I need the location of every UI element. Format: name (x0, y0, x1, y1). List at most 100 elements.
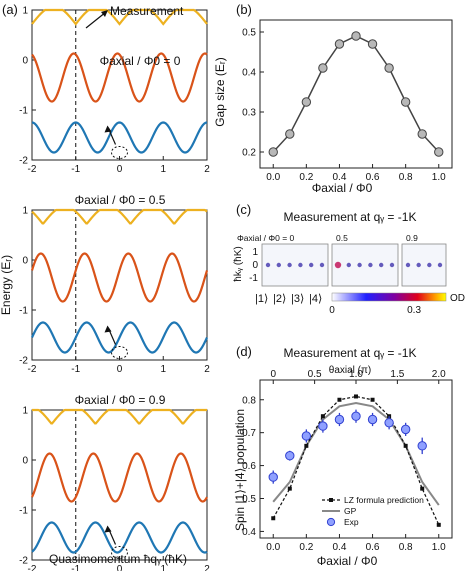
panel-c-ylabel: ħkᵧ (ħK) (233, 246, 244, 281)
atom-cloud-spot (334, 261, 342, 269)
y-tick-label: -1 (19, 306, 28, 317)
panel-b-xlabel: Φaxial / Φ0 (312, 181, 373, 195)
middle-band-curve (31, 452, 208, 503)
y-tick-label: 1 (252, 247, 258, 258)
exp-data-point (400, 424, 411, 435)
colorbar-label: OD (450, 293, 465, 304)
x-tick-label: 0.2 (299, 542, 313, 553)
spin-state-label: |3⟩ (291, 293, 304, 305)
y-tick-label: 0.7 (242, 428, 256, 439)
top-tick-label: 1.5 (390, 369, 404, 380)
lz-prediction-point (304, 443, 309, 448)
transition-arrowhead (104, 525, 112, 533)
lowest-band-curve (31, 521, 208, 554)
panel-d-top-axis-label: θaxial (π) (329, 365, 371, 376)
y-tick-label: 0.3 (242, 108, 256, 119)
gp-line (272, 401, 440, 506)
gap-data-point (400, 97, 411, 107)
lz-prediction-point (436, 522, 441, 527)
gap-data-point (334, 39, 345, 49)
atom-cloud-spot (437, 262, 443, 268)
atom-cloud-spot (276, 262, 281, 268)
x-tick-label: 0.0 (266, 172, 280, 183)
atom-cloud-spot (357, 262, 362, 268)
measurement-arrow (85, 11, 107, 29)
y-tick-label: -2 (19, 556, 28, 567)
lz-prediction-point (420, 486, 425, 491)
image-label: 0.5 (336, 233, 348, 243)
panel-d-label: (d) (236, 344, 252, 359)
x-tick-label: -2 (28, 564, 37, 571)
legend-exp-label: Exp (344, 517, 359, 527)
exp-data-point (334, 414, 345, 425)
middle-band-curve (30, 252, 209, 303)
lowest-band-curve (31, 321, 208, 354)
subplot-title: Φaxial / Φ0 = 0.9 (75, 393, 166, 407)
y-tick-label: 0 (22, 56, 28, 67)
legend-lz-label: LZ formula prediction (344, 495, 424, 505)
x-tick-label: 0.0 (266, 542, 280, 553)
y-tick-label: 1 (22, 6, 28, 17)
panel-c-images: Φaxial / Φ0 = 0 0.5 0.9 1 0 -1 |1⟩ |2⟩ |3⟩ |4⟩ 0 0.… (237, 233, 465, 316)
atom-cloud-spot (416, 262, 421, 268)
top-tick-label: 0.5 (308, 369, 322, 380)
panel-a-subplot-3: 1 0 -1 -2-2 -1 0 1 2 Φaxial / Φ0 = 0.9 (19, 393, 210, 571)
lz-prediction-point (354, 394, 358, 399)
x-tick-label: 1 (160, 364, 166, 375)
panel-a-label: (a) (2, 2, 18, 17)
x-tick-label: 1 (160, 564, 166, 571)
y-tick-label: 0 (252, 260, 258, 271)
gap-data-point (301, 97, 312, 107)
exp-data-point (301, 431, 312, 441)
highest-band-curve (32, 408, 207, 425)
y-tick-label: 0.5 (242, 494, 256, 505)
lz-prediction-point (287, 486, 292, 491)
x-tick-label: -1 (71, 364, 80, 375)
transition-arrowhead (104, 325, 112, 333)
panel-a-ylabel: Energy (Eᵣ) (0, 255, 13, 315)
gap-data-point (434, 147, 444, 157)
panel-a-subplot-2: 1 0 -1 -2-2 -1 0 1 2 Φaxial / Φ0 = 0.5 (19, 193, 210, 375)
y-tick-label: 0.2 (242, 148, 256, 159)
x-tick-label: 0.2 (299, 172, 313, 183)
x-tick-label: 0.6 (366, 172, 380, 183)
panel-d-title: Measurement at qᵧ = -1K (284, 346, 417, 360)
panel-a-subplot-1: 1 0 -1 -2-2 -1 0 1 2 Φaxial / Φ0 = 0 (19, 6, 210, 176)
atom-cloud-spot (265, 262, 271, 268)
highest-band-curve (31, 208, 208, 225)
top-tick-label: 1.0 (349, 369, 363, 380)
absorption-image (331, 243, 399, 287)
lz-prediction-point (271, 516, 276, 521)
x-tick-label: 2 (204, 564, 210, 571)
gap-data-point (268, 147, 278, 157)
y-tick-label: 0.6 (242, 461, 256, 472)
y-tick-label: -1 (19, 506, 28, 517)
exp-data-point (268, 472, 278, 482)
x-tick-label: 0.8 (399, 542, 413, 553)
x-tick-label: 0 (117, 364, 123, 375)
x-tick-label: 0.4 (332, 172, 346, 183)
y-tick-label: 1 (22, 206, 28, 217)
gap-data-point (285, 129, 295, 139)
gap-data-point (384, 63, 394, 73)
lz-prediction-point (370, 397, 375, 402)
spin-state-label: |2⟩ (273, 293, 286, 305)
exp-data-point (318, 421, 328, 431)
x-tick-label: 0.6 (366, 542, 380, 553)
y-tick-label: -1 (249, 273, 258, 284)
lz-prediction-point (403, 443, 408, 448)
panel-b-ylabel: Gap size (Eᵣ) (213, 57, 227, 127)
plot-frame (31, 409, 208, 561)
transition-arrowhead (104, 125, 112, 133)
x-tick-label: 1 (160, 164, 166, 175)
plot-frame (259, 19, 453, 169)
atom-cloud-spot (298, 262, 303, 268)
exp-data-point (285, 451, 295, 461)
lz-prediction-point (320, 414, 325, 419)
y-tick-label: -2 (19, 156, 28, 167)
x-tick-label: -1 (71, 164, 80, 175)
gap-data-point (367, 39, 378, 49)
transition-circle (111, 546, 128, 559)
legend-lz-marker (329, 498, 333, 502)
